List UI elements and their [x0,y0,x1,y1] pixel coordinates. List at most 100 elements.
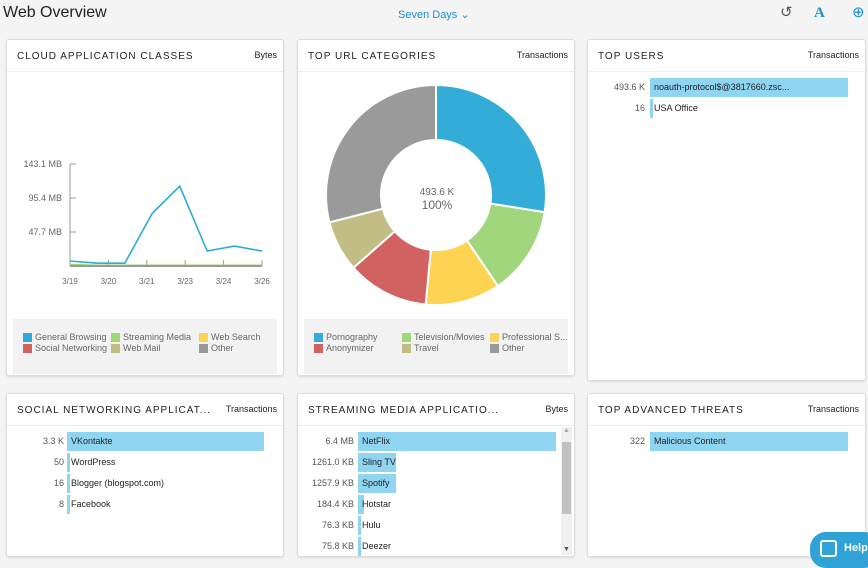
card-title: SOCIAL NETWORKING APPLICAT... [17,405,212,416]
legend-item[interactable]: Other [199,343,234,353]
legend-item[interactable]: Pornography [314,332,378,342]
row-bar [358,432,556,451]
card-title: STREAMING MEDIA APPLICATIO... [308,405,500,416]
undo-icon[interactable]: ↺ [780,4,793,21]
legend-item[interactable]: Web Search [199,332,260,342]
list-row[interactable]: 75.8 KB Deezer [298,537,574,556]
row-bar [358,495,364,514]
row-value: 76.3 KB [321,520,354,530]
legend-swatch [402,332,411,342]
row-value: 1261.0 KB [311,457,354,467]
help-icon [820,540,837,557]
row-bar [67,495,70,514]
legend-label: Web Mail [123,343,161,353]
row-bar [358,474,396,493]
list-row[interactable]: 1261.0 KB Sling TV [298,453,574,472]
date-range-dropdown[interactable]: Seven Days ⌄ [398,8,470,21]
font-size-icon[interactable]: A [814,5,825,21]
row-value: 3.3 K [42,436,64,446]
cloud-application-classes-card: CLOUD APPLICATION CLASSES Bytes 143.1 MB 9… [6,39,284,376]
y-tick-label: 95.4 MB [28,193,62,203]
x-tick-label: 3/19 [62,277,78,286]
chart-legend: General Browsing Streaming Media Web Searc… [13,319,277,374]
row-value: 184.4 KB [316,499,354,509]
card-metric: Bytes [254,50,277,60]
legend-item[interactable]: Social Networking [23,343,107,353]
page-title: Web Overview [3,4,107,21]
series-line-general-browsing[interactable] [69,184,263,264]
scroll-up-arrow-icon[interactable]: ▲ [563,427,570,434]
scrollbar[interactable]: ▲ ▼ [561,427,572,555]
legend-item[interactable]: Anonymizer [314,343,374,353]
legend-label: Travel [414,343,439,353]
row-label: VKontakte [71,436,113,446]
donut-slice-pornography[interactable] [435,83,547,214]
top-url-categories-card: TOP URL CATEGORIES Transactions 493.6 K 1… [297,39,575,376]
row-bar [650,99,653,118]
row-label: Deezer [362,541,392,551]
card-title: TOP USERS [598,51,665,62]
list-row[interactable]: 184.4 KB Hotstar [298,495,574,514]
list-row[interactable]: 16 USA Office [588,99,865,118]
row-bar [67,432,264,451]
list-row[interactable]: 6.4 MB NetFlix [298,432,574,451]
donut-slice-other[interactable] [325,83,437,224]
row-value: 1257.9 KB [311,478,354,488]
legend-item[interactable]: General Browsing [23,332,107,342]
legend-item[interactable]: Travel [402,343,439,353]
legend-label: Streaming Media [123,332,192,342]
help-label: Help [844,542,868,554]
row-bar [358,516,361,535]
x-tick-label: 3/23 [177,277,193,286]
list-row[interactable]: 322 Malicious Content [588,432,865,451]
legend-item[interactable]: Web Mail [111,343,160,353]
chart-legend: Pornography Television/Movies Professional… [304,319,568,374]
list-row[interactable]: 16 Blogger (blogspot.com) [7,474,283,493]
legend-item[interactable]: Streaming Media [111,332,191,342]
legend-item[interactable]: Professional S... [490,332,568,342]
top-advanced-threats-card: TOP ADVANCED THREATS Transactions 322 Mali… [587,393,866,557]
list-row[interactable]: 3.3 K VKontakte [7,432,283,451]
legend-swatch [23,332,32,342]
row-label: NetFlix [362,436,391,446]
list-row[interactable]: 50 WordPress [7,453,283,472]
list-row[interactable]: 8 Facebook [7,495,283,514]
legend-swatch [111,332,120,342]
legend-item[interactable]: Television/Movies [402,332,485,342]
list-row[interactable]: 1257.9 KB Spotify [298,474,574,493]
legend-item[interactable]: Other [490,343,525,353]
scrollbar-thumb[interactable] [562,442,571,514]
top-users-card: TOP USERS Transactions 493.6 K noauth-prot… [587,39,866,381]
donut-center-value: 493.6 K [419,187,455,198]
legend-swatch [199,332,208,342]
scroll-down-arrow-icon[interactable]: ▼ [563,546,570,553]
date-range-label: Seven Days [398,9,458,21]
row-label: Spotify [362,478,390,488]
y-tick-label: 143.1 MB [23,159,62,169]
add-icon[interactable]: ⊕ [852,4,865,21]
row-label: Sling TV [362,457,396,467]
donut-chart [325,83,547,306]
row-label: noauth-protocol$@3817660.zsc... [654,82,790,92]
row-value: 8 [58,499,64,509]
y-tick-label: 47.7 MB [28,227,62,237]
card-metric: Transactions [807,404,859,414]
row-label: Hotstar [362,499,392,509]
row-value: 16 [53,478,64,488]
line-chart: 143.1 MB 95.4 MB 47.7 MB 3/19 3/20 3/21 3/23 3/… [23,159,270,286]
row-value: 493.6 K [613,82,645,92]
row-bar [650,78,848,97]
donut-center-percent: 100% [421,198,453,212]
social-networking-card: SOCIAL NETWORKING APPLICAT... Transaction… [6,393,284,557]
row-bar [650,432,848,451]
list-row[interactable]: 76.3 KB Hulu [298,516,574,535]
list-row[interactable]: 493.6 K noauth-protocol$@3817660.zsc... [588,78,865,97]
legend-swatch [111,343,120,353]
help-button[interactable]: Help [810,532,868,568]
legend-label: Web Search [211,332,261,342]
legend-swatch [314,343,323,353]
row-value: 322 [629,436,645,446]
x-tick-label: 3/24 [216,277,232,286]
legend-label: Professional S... [502,332,568,342]
legend-swatch [23,343,32,353]
